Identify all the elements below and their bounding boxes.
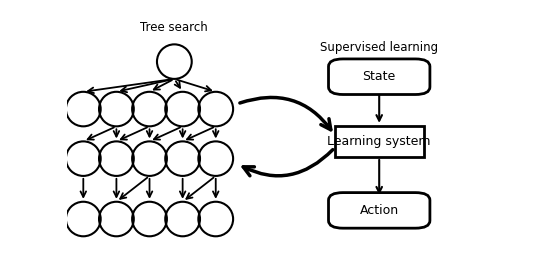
FancyBboxPatch shape (338, 64, 420, 90)
Text: Tree search: Tree search (140, 20, 208, 34)
Text: Supervised learning: Supervised learning (320, 41, 438, 54)
Text: Action: Action (359, 204, 399, 217)
FancyBboxPatch shape (328, 193, 430, 228)
FancyBboxPatch shape (328, 59, 430, 95)
Text: State: State (363, 70, 396, 83)
Text: Learning system: Learning system (327, 135, 431, 148)
Bar (335, 126, 423, 157)
